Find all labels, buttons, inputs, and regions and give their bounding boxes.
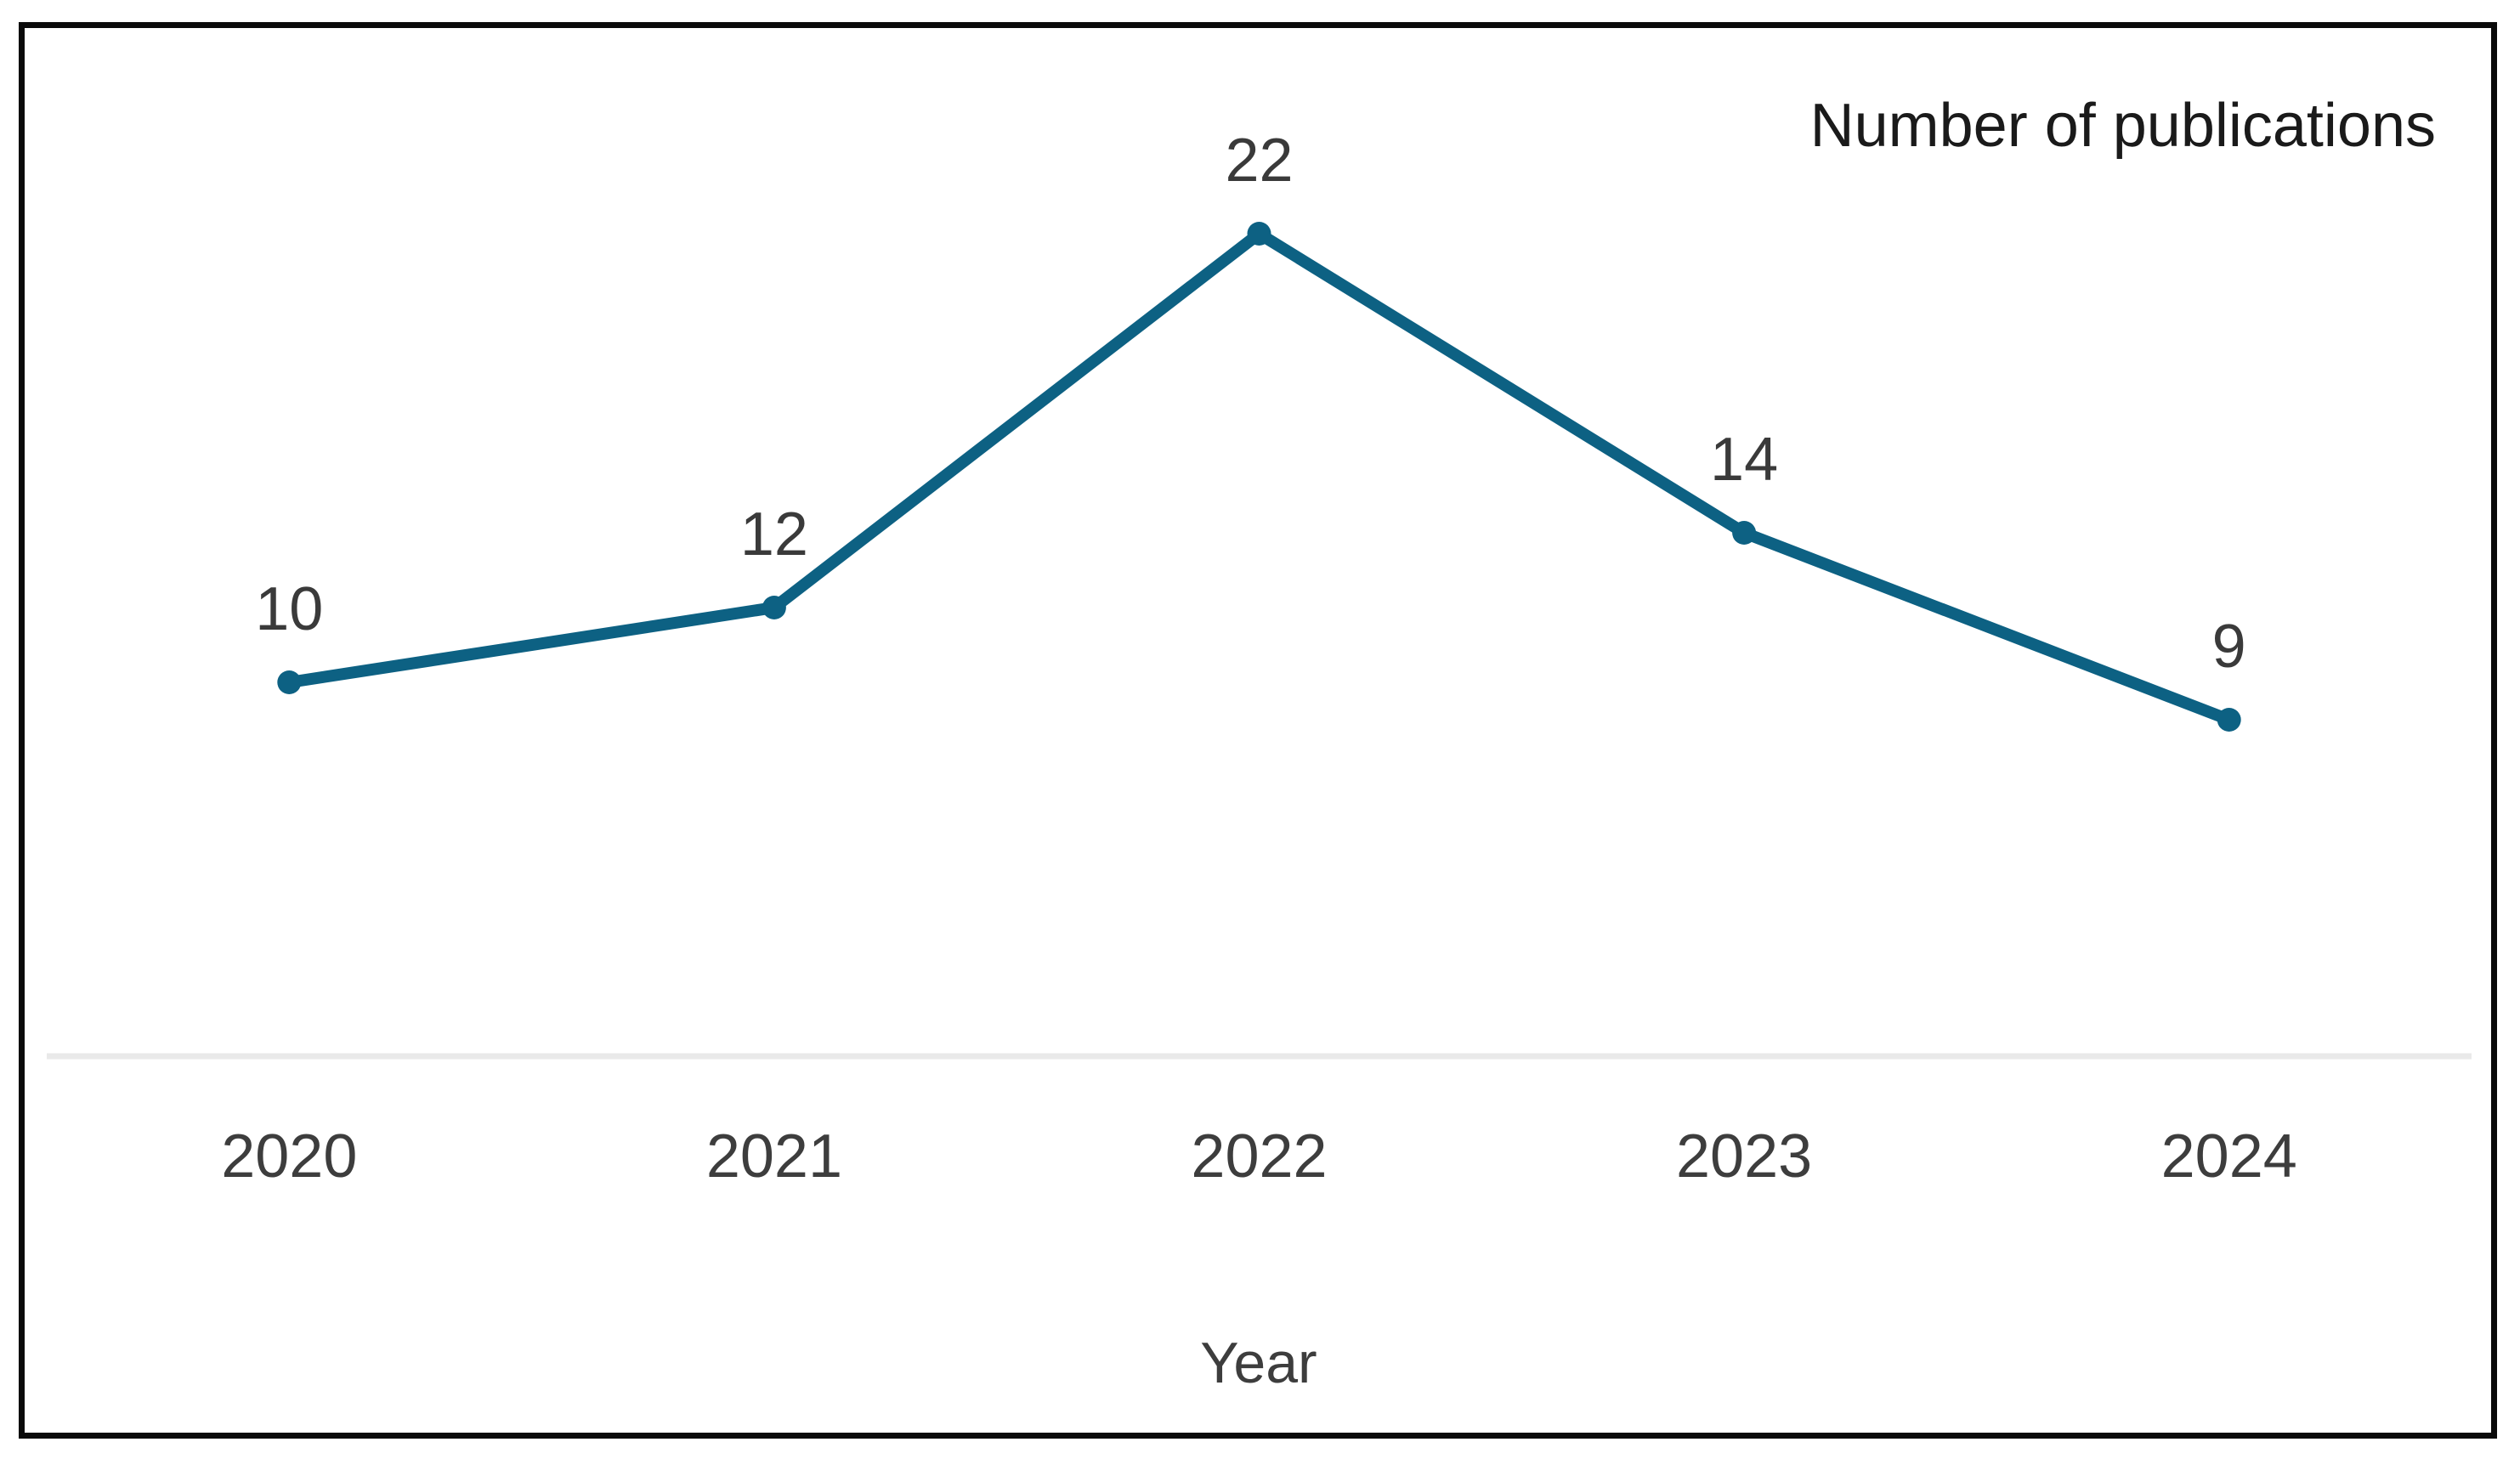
chart-legend-label: Number of publications (1810, 92, 2436, 160)
value-label-2023: 14 (1710, 426, 1778, 494)
data-point-2020 (277, 670, 302, 694)
series-line (288, 226, 2232, 726)
x-axis-title: Year (1200, 1331, 1317, 1395)
x-tick-label-2020: 2020 (221, 1123, 357, 1190)
data-point-2021 (762, 596, 786, 619)
value-label-2022: 22 (1225, 127, 1293, 195)
x-tick-label-2024: 2024 (2161, 1123, 2297, 1190)
value-label-2024: 9 (2212, 613, 2246, 681)
chart-border (19, 22, 2497, 1439)
data-point-2023 (1732, 521, 1757, 545)
x-tick-label-2021: 2021 (706, 1123, 842, 1190)
chart-dynamic-layer: 10 2020 12 2021 22 2022 14 2023 9 2024 (47, 127, 2472, 1190)
data-point-2024 (2217, 708, 2241, 732)
value-label-2020: 10 (255, 575, 323, 643)
x-tick-label-2022: 2022 (1191, 1123, 1327, 1190)
data-point-2022 (1247, 222, 1271, 246)
value-label-2021: 12 (740, 500, 808, 568)
x-tick-label-2023: 2023 (1676, 1123, 1812, 1190)
